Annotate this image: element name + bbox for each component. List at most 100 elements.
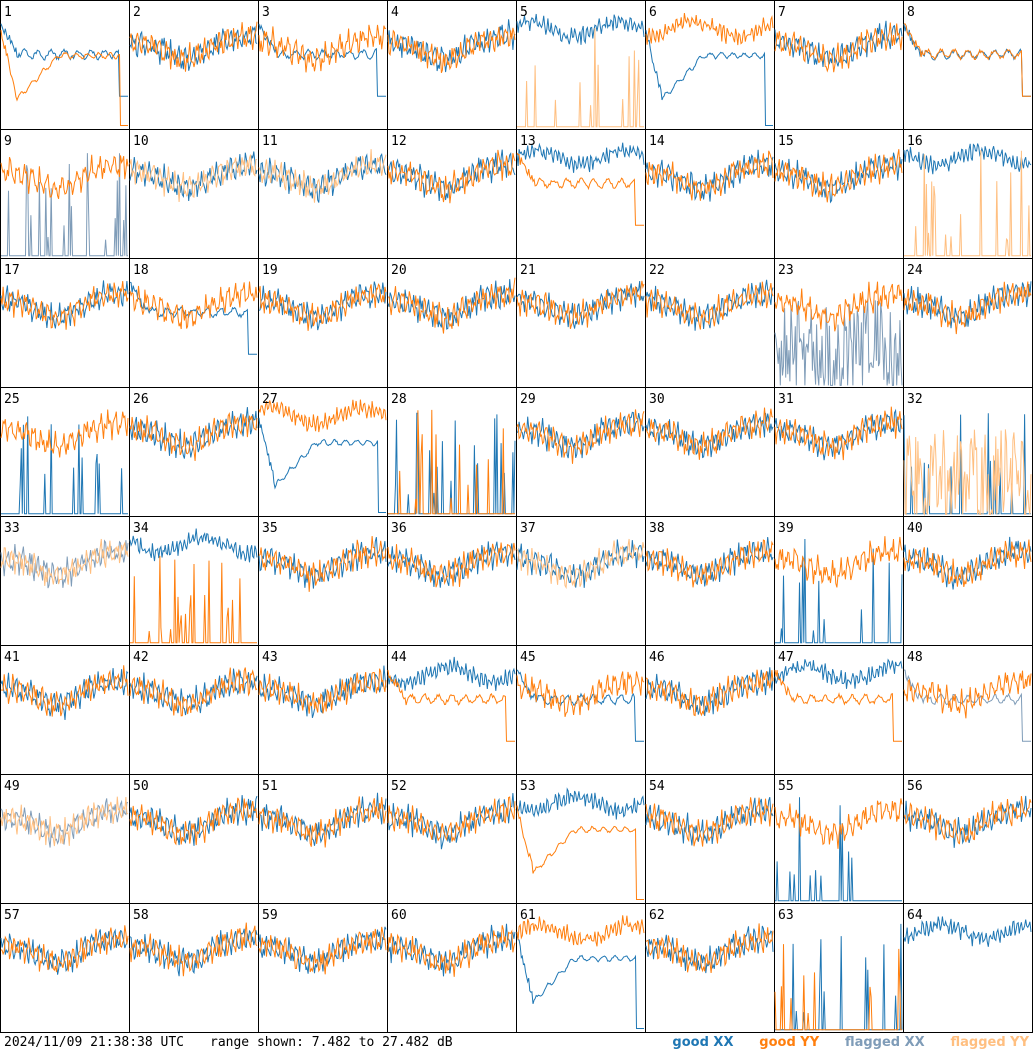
tile-label: 53 xyxy=(520,779,536,794)
tile-label: 5 xyxy=(520,5,528,20)
tile-18: 18 xyxy=(129,258,259,388)
tile-frame xyxy=(258,774,388,904)
series-yy xyxy=(645,281,774,330)
tile-59: 59 xyxy=(258,903,388,1033)
tile-label: 3 xyxy=(262,5,270,20)
series-yy xyxy=(129,281,258,330)
series-xx xyxy=(645,30,773,126)
series-yy xyxy=(516,671,645,717)
series-xx xyxy=(258,792,387,846)
series-xx xyxy=(0,23,128,97)
series-yy xyxy=(0,665,129,717)
tile-frame xyxy=(258,129,388,259)
series-xx xyxy=(129,281,257,355)
tile-label: 56 xyxy=(907,779,923,794)
tile-15: 15 xyxy=(774,129,904,259)
legend-good-xx: good XX xyxy=(672,1035,734,1050)
series-yy xyxy=(903,539,1032,587)
series-xx xyxy=(775,538,903,644)
series-yy xyxy=(645,13,774,46)
tile-49: 49 xyxy=(0,774,130,904)
series-yy xyxy=(258,24,387,73)
tile-label: 36 xyxy=(391,521,407,536)
series-yy xyxy=(258,796,387,848)
series-yy xyxy=(645,539,774,588)
tile-14: 14 xyxy=(645,129,775,259)
tile-label: 29 xyxy=(520,392,536,407)
tile-64: 64 xyxy=(903,903,1033,1033)
series-yy xyxy=(130,555,257,644)
series-xx xyxy=(774,658,903,689)
tile-58: 58 xyxy=(129,903,259,1033)
series-xx xyxy=(516,787,645,820)
tile-11: 11 xyxy=(258,129,388,259)
series-yy xyxy=(258,668,387,714)
series-xx xyxy=(0,928,129,975)
series-yy xyxy=(0,538,129,586)
tile-label: 1 xyxy=(4,5,12,20)
series-xx xyxy=(645,925,774,974)
tile-label: 64 xyxy=(907,908,923,923)
series-xx xyxy=(129,151,258,202)
series-yy xyxy=(129,797,258,846)
legend-good-yy: good YY xyxy=(759,1035,820,1050)
tile-label: 57 xyxy=(4,908,20,923)
tile-20: 20 xyxy=(387,258,517,388)
tile-label: 7 xyxy=(778,5,786,20)
tile-label: 35 xyxy=(262,521,278,536)
tile-label: 60 xyxy=(391,908,407,923)
tile-label: 14 xyxy=(649,134,665,149)
tile-33: 33 xyxy=(0,516,130,646)
tile-frame xyxy=(387,129,517,259)
series-xx xyxy=(258,23,386,97)
tile-label: 22 xyxy=(649,263,665,278)
tile-label: 49 xyxy=(4,779,20,794)
series-yy xyxy=(774,281,903,332)
tile-53: 53 xyxy=(516,774,646,904)
series-xx xyxy=(516,539,645,588)
series-yy xyxy=(903,429,1032,517)
series-xx xyxy=(387,149,516,202)
series-xx xyxy=(129,528,258,563)
tile-label: 28 xyxy=(391,392,407,407)
tile-frame xyxy=(516,774,646,904)
tile-57: 57 xyxy=(0,903,130,1033)
series-yy xyxy=(645,407,774,460)
tile-17: 17 xyxy=(0,258,130,388)
tile-35: 35 xyxy=(258,516,388,646)
series-xx xyxy=(0,539,129,589)
series-xx xyxy=(516,934,644,1029)
footer-bar: 2024/11/09 21:38:38 UTC range shown: 7.4… xyxy=(0,1033,1033,1053)
tile-label: 31 xyxy=(778,392,794,407)
series-xx xyxy=(903,143,1032,175)
series-yy xyxy=(774,22,903,73)
series-yy xyxy=(129,21,258,72)
series-yy xyxy=(388,409,515,515)
tile-38: 38 xyxy=(645,516,775,646)
tile-62: 62 xyxy=(645,903,775,1033)
tile-frame xyxy=(387,645,517,775)
series-yy xyxy=(516,915,645,947)
tile-frame xyxy=(258,0,388,130)
tile-label: 27 xyxy=(262,392,278,407)
tile-43: 43 xyxy=(258,645,388,775)
series-xx xyxy=(903,669,1031,742)
tile-frame xyxy=(645,258,775,388)
series-xx xyxy=(903,916,1032,947)
series-yy xyxy=(0,409,129,458)
tile-46: 46 xyxy=(645,645,775,775)
series-yy xyxy=(774,406,903,461)
tile-label: 39 xyxy=(778,521,794,536)
series-yy xyxy=(903,670,1032,719)
tile-label: 8 xyxy=(907,5,915,20)
tile-21: 21 xyxy=(516,258,646,388)
tile-label: 63 xyxy=(778,908,794,923)
tile-41: 41 xyxy=(0,645,130,775)
tile-32: 32 xyxy=(903,387,1033,517)
tile-frame xyxy=(0,0,130,130)
series-yy xyxy=(645,669,774,717)
tile-26: 26 xyxy=(129,387,259,517)
series-yy xyxy=(258,283,387,331)
series-yy xyxy=(258,149,387,203)
